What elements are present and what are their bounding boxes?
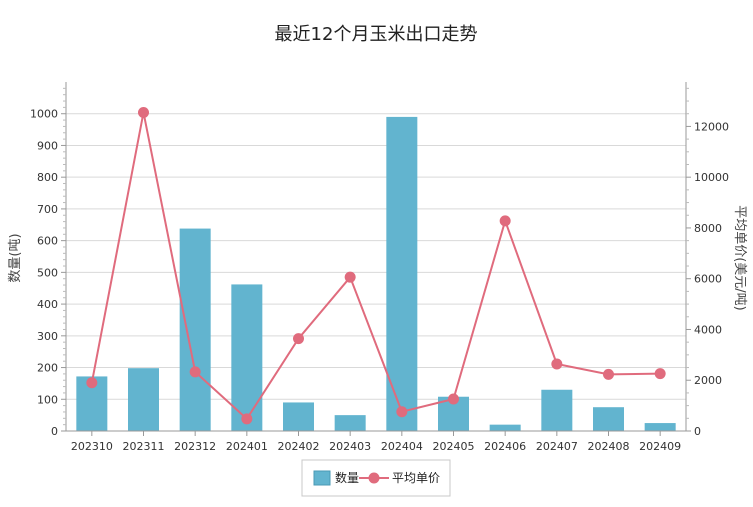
bar-202408	[593, 407, 624, 431]
x-tick-label: 202405	[433, 440, 475, 453]
price-point-202402	[293, 333, 304, 345]
legend-swatch-price-marker	[368, 472, 380, 484]
right-tick-label: 6000	[694, 273, 722, 286]
bars	[76, 116, 676, 432]
price-point-202409	[654, 368, 666, 380]
x-tick-label: 202310	[71, 440, 113, 453]
y-axis-right-label: 平均单价(美元/吨)	[732, 205, 747, 311]
chart-title: 最近12个月玉米出口走势	[275, 24, 478, 45]
price-point-202405	[448, 393, 459, 405]
bar-202406	[489, 424, 521, 431]
right-tick-label: 8000	[694, 222, 722, 235]
bar-202407	[541, 389, 573, 431]
price-line	[86, 106, 666, 425]
right-tick-label: 2000	[694, 374, 722, 387]
left-tick-label: 800	[37, 171, 58, 184]
y-axis-left-label: 数量(吨)	[8, 233, 23, 282]
price-point-202408	[603, 368, 614, 380]
x-tick-label: 202409	[639, 440, 681, 453]
price-point-202312	[189, 366, 201, 378]
left-tick-label: 600	[37, 235, 58, 248]
right-tick-label: 4000	[694, 323, 722, 336]
left-tick-label: 200	[37, 362, 58, 375]
legend-label-price: 平均单价	[392, 471, 440, 485]
right-tick-label: 10000	[694, 171, 729, 184]
price-polyline	[90, 112, 661, 421]
bar-202404	[386, 116, 418, 432]
price-point-202406	[499, 215, 511, 227]
x-tick-label: 202311	[123, 440, 165, 453]
right-axis-ticks: 0 2000 4000 6000 8000 10000 12000	[686, 87, 729, 438]
legend: 数量 平均单价	[301, 459, 451, 497]
x-tick-label: 202408	[588, 440, 630, 453]
price-point-202403	[344, 271, 356, 283]
bar-202403	[334, 415, 366, 431]
bar-202401	[231, 284, 263, 431]
grid	[66, 113, 686, 400]
price-point-202404	[396, 406, 408, 418]
left-axis-ticks: 0 100 200 300 400 500 600 700 800 900 1000	[30, 87, 66, 438]
price-point-202310	[86, 377, 98, 389]
x-tick-label: 202404	[381, 440, 423, 453]
x-tick-label: 202407	[536, 440, 578, 453]
bar-202312	[179, 228, 211, 431]
bar-202311	[128, 368, 159, 431]
left-tick-label: 700	[37, 203, 58, 216]
x-tick-label: 202406	[484, 440, 526, 453]
x-tick-label: 202401	[226, 440, 268, 453]
price-point-202311	[138, 106, 149, 118]
left-tick-label: 300	[37, 330, 58, 343]
left-tick-label: 500	[37, 266, 58, 279]
axes	[65, 82, 687, 432]
x-tick-label: 202403	[329, 440, 371, 453]
right-tick-label: 0	[694, 425, 701, 438]
left-tick-label: 900	[37, 139, 58, 152]
right-tick-label: 12000	[694, 120, 729, 133]
legend-swatch-quantity	[313, 470, 331, 486]
price-point-202401	[241, 413, 253, 425]
legend-label-quantity: 数量	[335, 470, 359, 485]
x-tick-label: 202402	[278, 440, 320, 453]
x-tick-label: 202312	[174, 440, 216, 453]
left-tick-label: 1000	[30, 108, 58, 121]
left-tick-label: 0	[51, 425, 58, 438]
bar-202409	[644, 423, 676, 431]
bar-202402	[283, 402, 314, 431]
left-tick-label: 100	[37, 393, 58, 406]
x-axis-ticks: 202310 202311 202312 202401 202402 202403 2024…	[71, 431, 681, 453]
price-point-202407	[551, 358, 563, 370]
left-tick-label: 400	[37, 298, 58, 311]
